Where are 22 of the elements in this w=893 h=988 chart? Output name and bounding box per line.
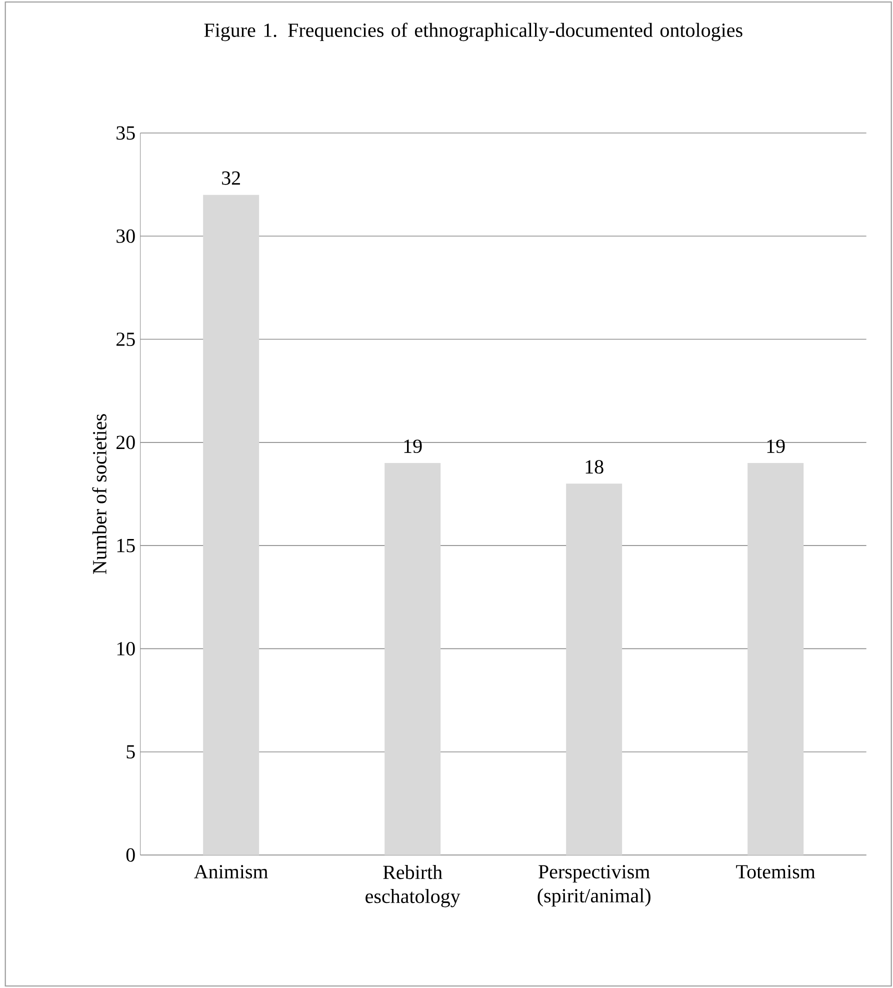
data-label: 19 xyxy=(767,440,785,453)
y-tick-label: 20 xyxy=(116,436,135,450)
x-tick-label: Animism xyxy=(194,865,268,878)
y-tick-label: 30 xyxy=(116,229,135,243)
x-tick-label: Perspectivism (spirit/animal) xyxy=(538,865,650,907)
y-tick-label: 0 xyxy=(126,848,135,862)
y-tick-label: 35 xyxy=(116,126,135,140)
y-tick-label: 5 xyxy=(126,745,135,758)
data-label: 32 xyxy=(222,171,240,185)
data-label: 19 xyxy=(404,440,422,453)
y-axis-title: Number of societies xyxy=(92,414,106,574)
bar xyxy=(384,463,440,855)
x-tick-label: Totemism xyxy=(736,865,815,878)
bar xyxy=(202,194,259,855)
chart-title: Figure 1. Frequencies of ethnographically-documented ontologies xyxy=(204,22,742,42)
x-tick-label: Rebirth eschatology xyxy=(365,865,460,908)
y-tick-label: 25 xyxy=(116,332,135,346)
data-label: 18 xyxy=(586,460,604,474)
bar xyxy=(566,484,622,855)
y-tick-label: 15 xyxy=(117,538,135,552)
bar xyxy=(747,463,804,855)
y-tick-label: 10 xyxy=(117,642,135,656)
